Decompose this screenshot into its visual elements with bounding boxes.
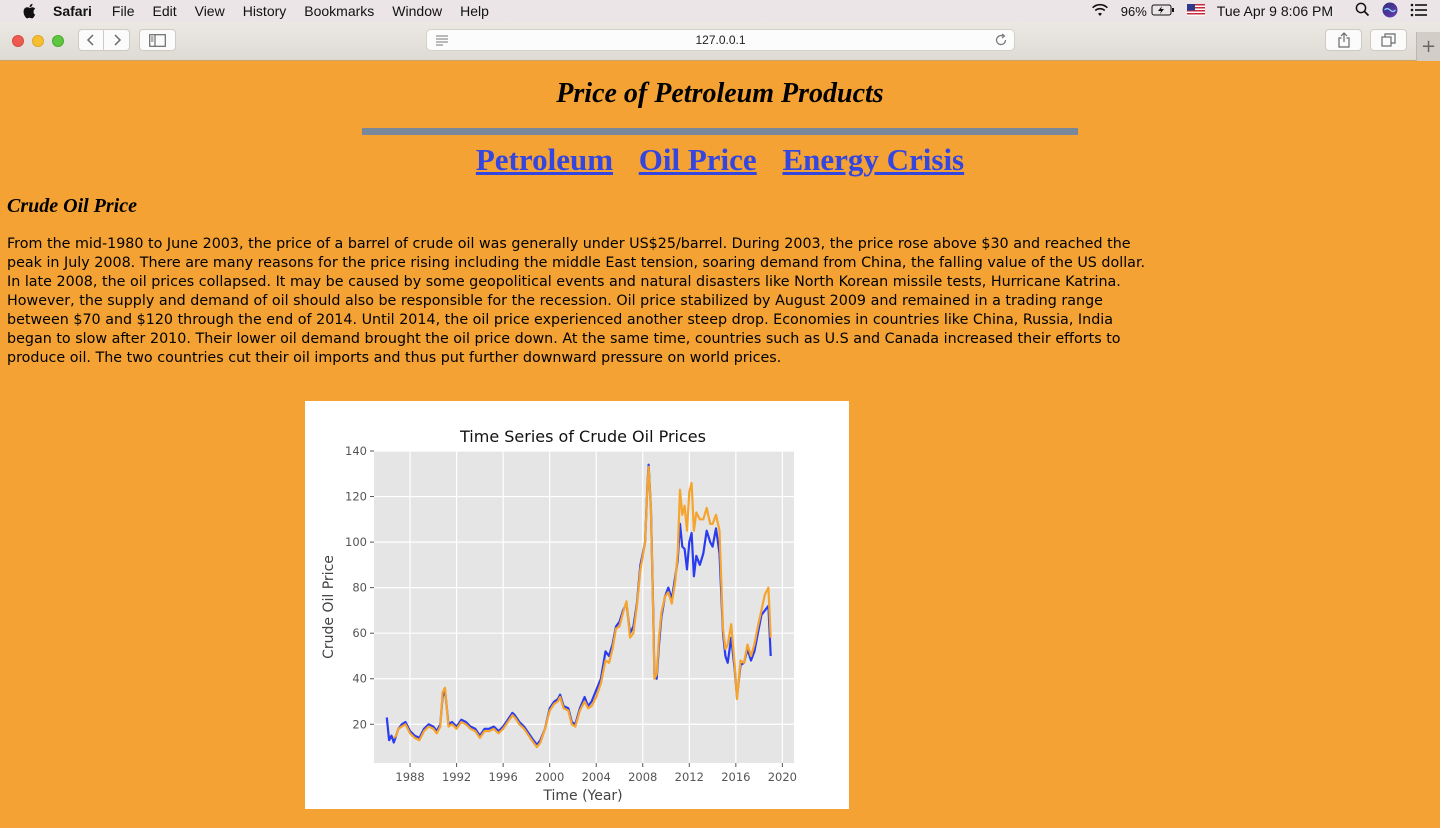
gridlines	[374, 450, 794, 763]
show-sidebar-button[interactable]	[139, 29, 176, 51]
chart-title: Time Series of Crude Oil Prices	[459, 427, 706, 446]
plus-icon: +	[1420, 36, 1437, 57]
menu-bar-clock[interactable]: Tue Apr 9 8:06 PM	[1216, 3, 1333, 19]
header-divider	[362, 128, 1078, 135]
y-axis-label: Crude Oil Price	[321, 555, 337, 659]
series-line-orange	[393, 465, 772, 749]
share-icon	[1337, 32, 1350, 48]
x-tick-label: 2004	[582, 770, 611, 784]
y-tick-label: 80	[352, 581, 367, 595]
apple-menu-icon[interactable]	[20, 3, 38, 19]
menu-safari[interactable]: Safari	[53, 3, 92, 19]
zoom-window-button[interactable]	[52, 35, 64, 47]
nav-link-energy-crisis[interactable]: Energy Crisis	[782, 142, 965, 177]
menu-help[interactable]: Help	[460, 3, 489, 19]
new-tab-button[interactable]: +	[1416, 32, 1440, 61]
data-lines	[385, 463, 772, 749]
reload-icon[interactable]	[994, 33, 1008, 50]
x-tick-label: 2000	[535, 770, 564, 784]
reader-view-icon[interactable]	[435, 34, 449, 49]
menu-edit[interactable]: Edit	[152, 3, 177, 19]
y-tick-label: 140	[345, 444, 367, 458]
series-line-blue	[385, 463, 772, 746]
top-nav: Petroleum Oil Price Energy Crisis	[0, 142, 1440, 178]
url-text[interactable]: 127.0.0.1	[695, 33, 746, 47]
spotlight-search-icon[interactable]	[1355, 2, 1370, 20]
x-tick-label: 1988	[395, 770, 424, 784]
notification-center-icon[interactable]	[1410, 3, 1428, 20]
siri-icon[interactable]	[1382, 2, 1398, 21]
y-tick-label: 120	[345, 490, 367, 504]
x-tick-label: 1992	[442, 770, 471, 784]
safari-toolbar: 127.0.0.1 +	[0, 22, 1440, 61]
menu-file[interactable]: File	[111, 3, 135, 19]
x-axis-label: Time (Year)	[542, 788, 622, 804]
share-button[interactable]	[1325, 29, 1362, 51]
y-tick-label: 20	[352, 717, 367, 731]
crude-oil-price-chart: Time Series of Crude Oil Prices 20 40 60 80…	[305, 401, 849, 809]
x-tick-label: 2016	[721, 770, 750, 784]
y-tick-label: 60	[352, 626, 367, 640]
nav-link-petroleum[interactable]: Petroleum	[475, 142, 614, 177]
web-page: Price of Petroleum Products Petroleum Oi…	[0, 62, 1440, 828]
address-bar[interactable]: 127.0.0.1	[426, 29, 1015, 51]
menu-bookmarks[interactable]: Bookmarks	[304, 3, 375, 19]
section-title: Crude Oil Price	[7, 195, 137, 217]
body-paragraph: From the mid-1980 to June 2003, the pric…	[7, 236, 1146, 366]
show-all-tabs-button[interactable]	[1370, 29, 1407, 51]
chevron-right-icon	[113, 34, 121, 46]
minimize-window-button[interactable]	[32, 35, 44, 47]
plot-area	[374, 451, 794, 763]
battery-charging-icon[interactable]	[1151, 3, 1175, 19]
sidebar-icon	[149, 33, 166, 47]
nav-link-oil-price[interactable]: Oil Price	[638, 142, 757, 177]
menu-history[interactable]: History	[242, 3, 287, 19]
tabs-overview-icon	[1381, 33, 1396, 47]
x-tick-label: 2020	[768, 770, 797, 784]
us-flag-input-source-icon[interactable]	[1186, 3, 1205, 19]
chart-svg: Time Series of Crude Oil Prices 20 40 60 80…	[321, 427, 797, 804]
back-button[interactable]	[78, 29, 104, 51]
x-tick-label: 1996	[489, 770, 518, 784]
close-window-button[interactable]	[12, 35, 24, 47]
forward-button[interactable]	[104, 29, 130, 51]
menu-window[interactable]: Window	[392, 3, 443, 19]
axis-ticks: 20 40 60 80 100 120 140 1988 1992 1996 2000 2004 200…	[345, 444, 797, 784]
wifi-icon[interactable]	[1091, 3, 1109, 20]
x-tick-label: 2012	[675, 770, 704, 784]
battery-percent: 96%	[1120, 3, 1147, 19]
page-title: Price of Petroleum Products	[556, 78, 884, 109]
menu-bar-status-area: 96% Tue Apr 9 8:06 PM	[1091, 0, 1440, 22]
x-tick-label: 2008	[628, 770, 657, 784]
y-tick-label: 40	[352, 672, 367, 686]
y-tick-label: 100	[345, 535, 367, 549]
macos-menu-bar: Safari File Edit View History Bookmarks …	[0, 0, 1440, 22]
chevron-left-icon	[86, 34, 94, 46]
menu-view[interactable]: View	[194, 3, 225, 19]
